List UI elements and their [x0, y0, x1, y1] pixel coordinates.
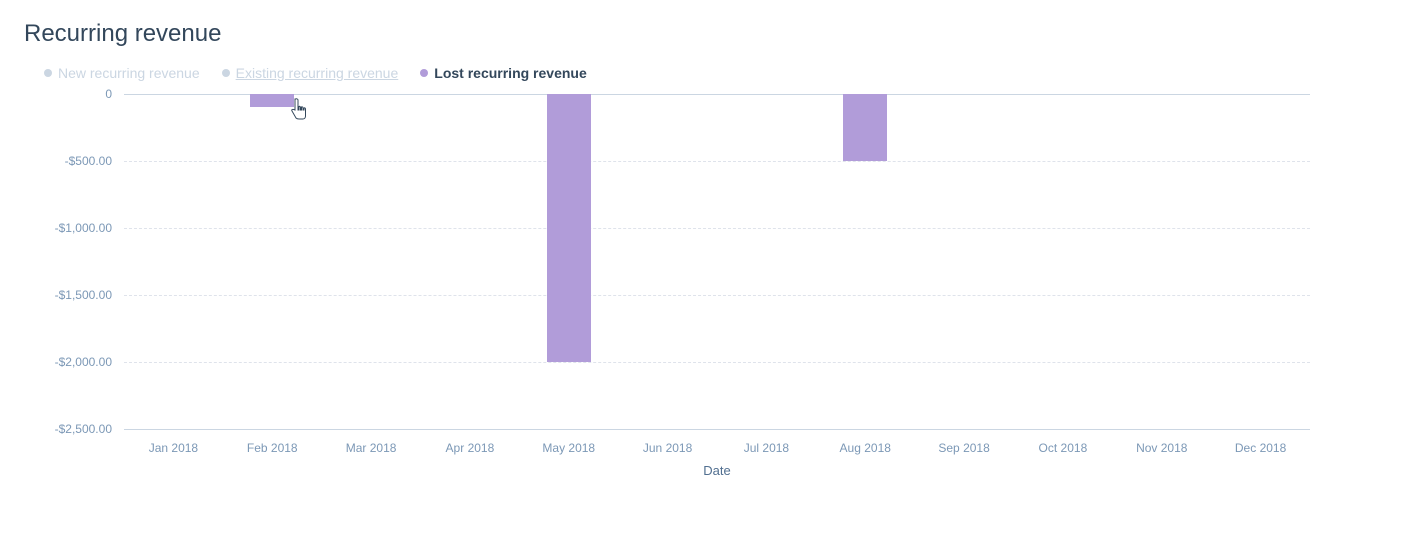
x-tick-label: Jul 2018: [744, 441, 789, 455]
gridline: [124, 295, 1310, 296]
bar[interactable]: [250, 94, 294, 107]
chart-title: Recurring revenue: [24, 20, 1390, 48]
chart-area: 0-$500.00-$1,000.00-$1,500.00-$2,000.00-…: [24, 94, 1390, 504]
bar[interactable]: [547, 94, 591, 362]
gridline: [124, 362, 1310, 363]
y-tick-label: -$2,500.00: [24, 422, 118, 436]
x-tick-label: Sep 2018: [938, 441, 989, 455]
x-axis-label: Date: [703, 463, 730, 478]
x-tick-label: Dec 2018: [1235, 441, 1286, 455]
x-tick-label: Jan 2018: [149, 441, 198, 455]
legend: New recurring revenue Existing recurring …: [24, 66, 1390, 80]
legend-label: Existing recurring revenue: [236, 66, 399, 80]
x-tick-label: Jun 2018: [643, 441, 692, 455]
x-tick-label: Feb 2018: [247, 441, 298, 455]
y-tick-label: -$1,000.00: [24, 221, 118, 235]
bar[interactable]: [843, 94, 887, 161]
x-tick-label: Nov 2018: [1136, 441, 1187, 455]
x-tick-label: Oct 2018: [1039, 441, 1088, 455]
legend-item-lost[interactable]: Lost recurring revenue: [420, 66, 587, 80]
y-tick-label: -$1,500.00: [24, 288, 118, 302]
legend-dot-icon: [420, 69, 428, 77]
y-tick-label: -$2,000.00: [24, 355, 118, 369]
x-tick-label: May 2018: [542, 441, 595, 455]
gridline: [124, 161, 1310, 162]
x-tick-label: Aug 2018: [840, 441, 891, 455]
x-tick-label: Mar 2018: [346, 441, 397, 455]
legend-dot-icon: [222, 69, 230, 77]
y-axis: 0-$500.00-$1,000.00-$1,500.00-$2,000.00-…: [24, 94, 118, 429]
legend-item-existing[interactable]: Existing recurring revenue: [222, 66, 399, 80]
gridline: [124, 228, 1310, 229]
legend-label: New recurring revenue: [58, 66, 200, 80]
recurring-revenue-widget: Recurring revenue New recurring revenue E…: [0, 0, 1414, 550]
x-axis: Date Jan 2018 Feb 2018 Mar 2018 Apr 2018 May…: [124, 429, 1310, 479]
y-tick-label: 0: [24, 87, 118, 101]
legend-item-new[interactable]: New recurring revenue: [44, 66, 200, 80]
x-tick-label: Apr 2018: [446, 441, 495, 455]
plot-area: [124, 94, 1310, 430]
legend-dot-icon: [44, 69, 52, 77]
zero-line: [124, 94, 1310, 95]
y-tick-label: -$500.00: [24, 154, 118, 168]
legend-label: Lost recurring revenue: [434, 66, 587, 80]
